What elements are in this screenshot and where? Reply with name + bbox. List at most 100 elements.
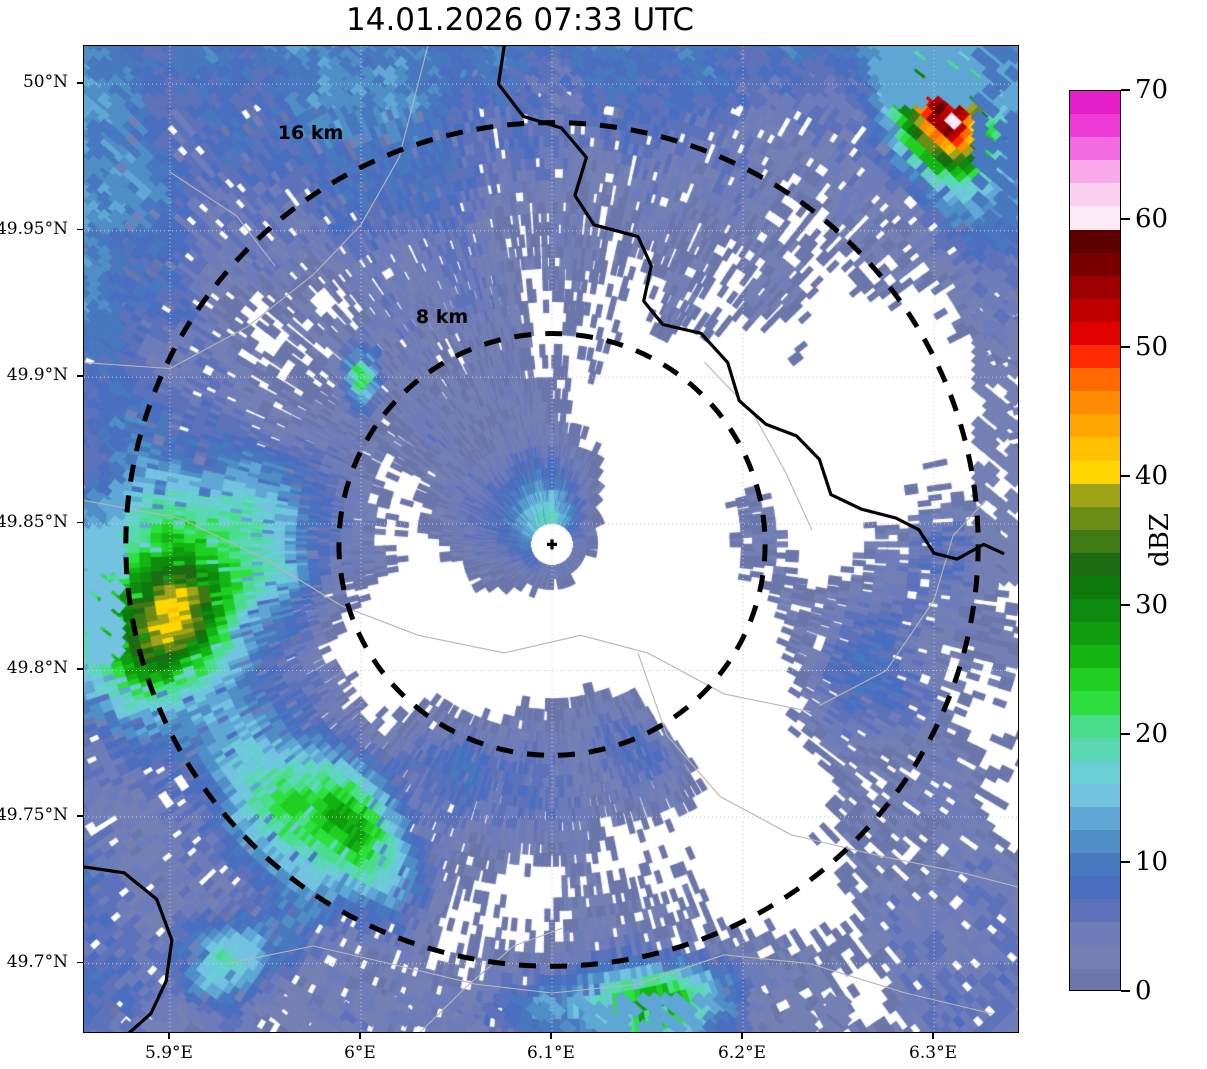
- range-ring-label-16km: 16 km: [277, 122, 344, 145]
- colorbar-band: [1070, 899, 1120, 923]
- y-tick-label: 49.75°N: [0, 805, 68, 826]
- colorbar-gradient: [1069, 90, 1121, 991]
- country-border-line: [496, 46, 1005, 561]
- colorbar-tick: [1121, 861, 1130, 864]
- x-tick-label: 6°E: [344, 1043, 376, 1063]
- x-tick-label: 6.2°E: [718, 1043, 766, 1063]
- colorbar-band: [1070, 945, 1120, 969]
- colorbar-band: [1070, 806, 1120, 830]
- y-tick-mark: [77, 668, 83, 671]
- y-tick-mark: [77, 228, 83, 231]
- colorbar-band: [1070, 737, 1120, 761]
- x-tick-label: 6.1°E: [527, 1043, 575, 1063]
- colorbar-tick-label: 20: [1135, 718, 1169, 749]
- colorbar-band: [1070, 714, 1120, 738]
- river-line: [169, 171, 276, 267]
- colorbar-tick: [1121, 89, 1130, 91]
- colorbar-band: [1070, 691, 1120, 715]
- colorbar-band: [1070, 321, 1120, 346]
- colorbar-axis-title: dBZ: [1145, 513, 1175, 567]
- colorbar-tick: [1121, 732, 1130, 735]
- colorbar-band: [1070, 760, 1120, 784]
- colorbar-band: [1070, 783, 1120, 807]
- radar-site-plus-marker: [547, 539, 557, 550]
- colorbar-tick-label: 40: [1135, 461, 1169, 492]
- road-line: [226, 945, 992, 1015]
- colorbar-tick: [1121, 990, 1130, 992]
- figure-title: 14.01.2026 07:33 UTC: [346, 2, 694, 38]
- river-line: [704, 362, 813, 531]
- x-tick-label: 5.9°E: [144, 1043, 193, 1063]
- colorbar-band: [1070, 599, 1120, 623]
- colorbar-band: [1070, 183, 1120, 207]
- colorbar-band: [1070, 345, 1120, 369]
- colorbar-band: [1070, 298, 1120, 322]
- colorbar-band: [1070, 229, 1120, 253]
- colorbar-band: [1070, 853, 1120, 877]
- y-tick-mark: [77, 375, 83, 377]
- x-tick-mark: [550, 1033, 552, 1039]
- radar-plot-area[interactable]: 16 km 8 km: [83, 45, 1019, 1033]
- colorbar-band: [1070, 414, 1120, 438]
- colorbar-tick-label: 10: [1135, 847, 1169, 878]
- colorbar-band: [1070, 368, 1120, 392]
- y-tick-mark: [77, 82, 83, 84]
- river-line: [818, 499, 987, 707]
- y-tick-mark: [77, 521, 83, 524]
- x-tick-mark: [932, 1033, 934, 1039]
- colorbar-band: [1070, 968, 1120, 990]
- colorbar-band: [1070, 206, 1120, 230]
- colorbar-band: [1070, 622, 1120, 646]
- colorbar-tick: [1121, 346, 1130, 349]
- colorbar-tick-label: 70: [1135, 75, 1169, 105]
- river-line: [419, 927, 563, 1032]
- colorbar-band: [1070, 575, 1120, 600]
- colorbar-band: [1070, 437, 1120, 461]
- colorbar-band: [1070, 552, 1120, 576]
- colorbar-band: [1070, 668, 1120, 692]
- colorbar-band: [1070, 91, 1120, 115]
- y-tick-label: 49.95°N: [0, 218, 68, 239]
- colorbar-tick-labels: 0 10 20 30 40 50 60 70: [1069, 75, 1207, 1006]
- colorbar-tick-label: 60: [1135, 203, 1169, 234]
- colorbar-band: [1070, 137, 1120, 161]
- colorbar-band: [1070, 922, 1120, 946]
- colorbar-band: [1070, 460, 1120, 484]
- x-tick-label: 6.3°E: [909, 1043, 957, 1063]
- colorbar-band: [1070, 506, 1120, 530]
- range-ring-label-8km: 8 km: [415, 305, 469, 328]
- y-tick-label: 49.85°N: [0, 511, 68, 532]
- y-tick-label: 49.9°N: [6, 365, 68, 386]
- colorbar-band: [1070, 529, 1120, 553]
- colorbar-band: [1070, 645, 1120, 669]
- colorbar-band: [1070, 275, 1120, 299]
- colorbar-tick: [1121, 603, 1130, 606]
- colorbar-band: [1070, 252, 1120, 276]
- y-tick-mark: [77, 961, 83, 964]
- road-line: [637, 652, 1018, 888]
- country-border-line: [84, 865, 174, 1032]
- radar-reflectivity-raster: [84, 46, 1018, 1032]
- colorbar-band: [1070, 876, 1120, 900]
- colorbar-tick-label: 30: [1135, 589, 1169, 620]
- colorbar[interactable]: [1069, 90, 1121, 991]
- colorbar-tick-label: 0: [1135, 976, 1152, 1006]
- colorbar-band: [1070, 114, 1120, 138]
- colorbar-tick: [1121, 217, 1130, 220]
- y-tick-label: 49.7°N: [6, 951, 68, 972]
- y-tick-label: 49.8°N: [6, 658, 68, 679]
- x-tick-mark: [741, 1033, 743, 1039]
- x-tick-mark: [168, 1033, 170, 1039]
- map-overlay-vectors: [84, 46, 1018, 1032]
- y-tick-label: 50°N: [22, 72, 68, 93]
- colorbar-band: [1070, 483, 1120, 507]
- range-ring-8km: [336, 330, 768, 758]
- y-axis-tick-labels: 50°N 49.95°N 49.9°N 49.85°N 49.8°N 49.75°N 49.…: [0, 0, 80, 1069]
- colorbar-band: [1070, 160, 1120, 184]
- x-tick-mark: [359, 1033, 361, 1039]
- colorbar-tick-label: 50: [1135, 332, 1169, 363]
- colorbar-band: [1070, 830, 1120, 854]
- river-line: [84, 46, 429, 370]
